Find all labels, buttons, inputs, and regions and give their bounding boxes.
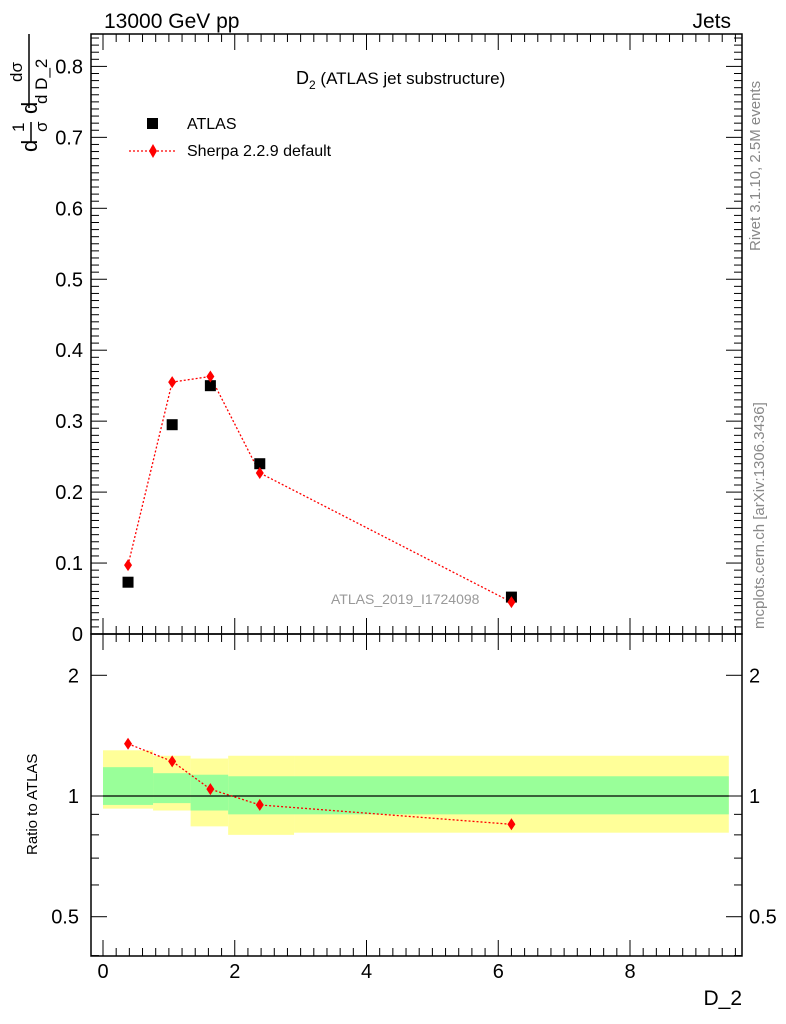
ratio-sherpa-point — [206, 783, 215, 796]
main-y-tick-label: 0.4 — [55, 340, 83, 362]
title-main: D — [296, 68, 309, 88]
main-axis-ticks — [91, 34, 742, 635]
ratio-y-tick-label-left: 2 — [68, 665, 79, 687]
ratio-plot-frame — [90, 633, 743, 957]
atlas-point — [122, 576, 134, 588]
ratio-sherpa-point — [124, 737, 133, 750]
analysis-id: ATLAS_2019_I1724098 — [331, 591, 480, 607]
x-tick-label: 0 — [97, 961, 108, 983]
atlas-point — [204, 380, 216, 392]
ratio-axis-ticks — [91, 634, 742, 957]
atlas-point — [254, 458, 266, 470]
main-y-tick-label: 0.8 — [55, 56, 83, 78]
main-y-tick-label: 0.6 — [55, 198, 83, 220]
ratio-y-tick-label-right: 0.5 — [749, 907, 777, 929]
legend-atlas-marker — [147, 118, 158, 129]
x-axis-title: D_2 — [703, 987, 742, 1010]
header-energy-label: 13000 GeV pp — [104, 10, 239, 33]
main-y-tick-labels: 0 0.1 0.2 0.3 0.4 0.5 0.6 0.7 0.8 — [55, 56, 83, 646]
sherpa-point — [168, 376, 177, 389]
main-y-tick-label: 0.7 — [55, 127, 83, 149]
sherpa-line — [127, 375, 512, 603]
legend: ATLAS Sherpa 2.2.9 default — [129, 116, 332, 160]
ratio-y-tick-label-left: 1 — [68, 786, 79, 808]
ratio-y-tick-label-right: 1 — [749, 786, 760, 808]
atlas-point — [166, 419, 178, 431]
rivet-label: Rivet 3.1.10, 2.5M events — [747, 81, 764, 251]
chart-title: D2 (ATLAS jet substructure) — [296, 68, 505, 92]
y-axis-title: d 1 σ d dσ d D_2 — [7, 34, 51, 152]
mcplots-label: mcplots.cern.ch [arXiv:1306.3436] — [751, 402, 768, 629]
ratio-y-axis-title: Ratio to ATLAS — [24, 754, 41, 855]
legend-sherpa-label: Sherpa 2.2.9 default — [187, 143, 332, 160]
y-title-den1: σ — [32, 121, 51, 132]
y-title-d1: d — [17, 140, 42, 152]
main-y-tick-label: 0.1 — [55, 553, 83, 575]
x-tick-labels: 0 2 4 6 8 — [97, 961, 635, 983]
sherpa-point — [255, 466, 264, 479]
x-tick-label: 6 — [493, 961, 504, 983]
sherpa-point — [124, 559, 133, 572]
ratio-sherpa-point — [168, 755, 177, 768]
x-tick-label: 4 — [361, 961, 372, 983]
ratio-data-layer — [124, 737, 516, 831]
title-rest: (ATLAS jet substructure) — [316, 69, 506, 88]
ratio-y-tick-label-right: 2 — [749, 665, 760, 687]
y-title-den2: d D_2 — [32, 59, 51, 104]
green-band-1 — [153, 773, 191, 804]
legend-atlas-label: ATLAS — [187, 116, 237, 133]
sherpa-point — [206, 370, 215, 383]
ratio-y-tick-label-left: 0.5 — [51, 907, 79, 929]
y-title-num1: 1 — [9, 123, 28, 132]
main-data-layer — [122, 370, 517, 609]
header-jets-label: Jets — [692, 10, 731, 33]
ratio-sherpa-point — [255, 798, 264, 811]
green-band-3 — [228, 776, 729, 815]
x-tick-label: 2 — [229, 961, 240, 983]
main-y-tick-label: 0.2 — [55, 482, 83, 504]
x-tick-label: 8 — [624, 961, 635, 983]
title-subscript: 2 — [309, 78, 316, 92]
y-title-num2: dσ — [7, 62, 26, 82]
ratio-bands — [103, 750, 729, 835]
main-y-tick-label: 0 — [72, 624, 83, 646]
ratio-sherpa-point — [507, 818, 516, 831]
legend-sherpa-marker — [149, 144, 157, 158]
sherpa-point — [507, 596, 516, 609]
main-y-tick-label: 0.3 — [55, 411, 83, 433]
ratio-y-tick-labels: 0.5 0.5 1 1 2 2 — [51, 665, 777, 928]
main-y-tick-label: 0.5 — [55, 269, 83, 291]
green-band-0 — [103, 767, 154, 805]
